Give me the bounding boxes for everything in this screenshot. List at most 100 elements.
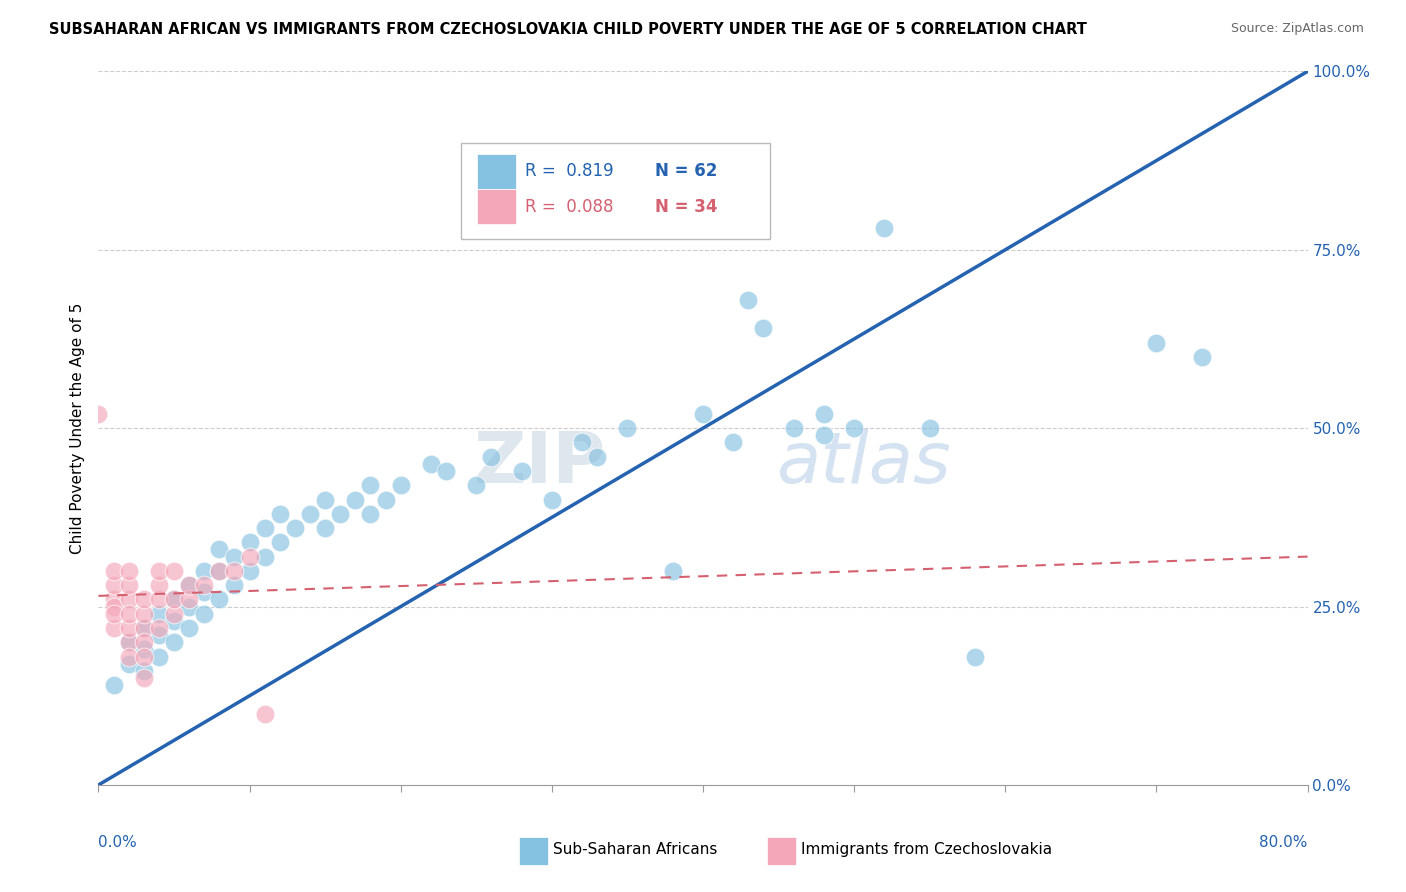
Point — [132, 607, 155, 621]
Point — [360, 507, 382, 521]
Point — [163, 592, 186, 607]
Point — [571, 435, 593, 450]
Point — [239, 564, 262, 578]
Point — [179, 592, 201, 607]
Point — [1144, 335, 1167, 350]
Point — [163, 614, 186, 628]
Point — [132, 671, 155, 685]
Point — [269, 507, 291, 521]
Point — [118, 649, 141, 664]
Point — [299, 507, 322, 521]
FancyBboxPatch shape — [477, 153, 516, 189]
FancyBboxPatch shape — [519, 837, 548, 865]
Point — [269, 535, 291, 549]
Point — [132, 642, 155, 657]
Point — [208, 564, 231, 578]
Point — [148, 628, 170, 642]
Y-axis label: Child Poverty Under the Age of 5: Child Poverty Under the Age of 5 — [69, 302, 84, 554]
Point — [813, 407, 835, 421]
Point — [103, 592, 125, 607]
Point — [148, 649, 170, 664]
Point — [103, 678, 125, 692]
Point — [132, 621, 155, 635]
Point — [118, 657, 141, 671]
Point — [253, 549, 276, 564]
Text: N = 62: N = 62 — [655, 162, 717, 180]
Point — [132, 664, 155, 678]
Text: ZIP: ZIP — [474, 429, 606, 499]
Point — [224, 549, 246, 564]
Point — [208, 564, 231, 578]
Text: Sub-Saharan Africans: Sub-Saharan Africans — [553, 842, 717, 856]
Point — [918, 421, 941, 435]
Point — [208, 542, 231, 557]
Point — [118, 635, 141, 649]
Point — [103, 564, 125, 578]
Point — [193, 578, 215, 592]
Point — [1191, 350, 1213, 364]
Point — [434, 464, 457, 478]
Point — [481, 450, 503, 464]
FancyBboxPatch shape — [477, 189, 516, 225]
Point — [193, 585, 215, 599]
Point — [103, 578, 125, 592]
Point — [148, 592, 170, 607]
Text: N = 34: N = 34 — [655, 198, 717, 216]
Point — [389, 478, 412, 492]
Point — [737, 293, 759, 307]
Point — [465, 478, 488, 492]
Point — [193, 564, 215, 578]
Point — [163, 635, 186, 649]
Point — [783, 421, 806, 435]
Point — [616, 421, 638, 435]
Point — [360, 478, 382, 492]
Point — [239, 549, 262, 564]
Point — [118, 635, 141, 649]
Point — [132, 621, 155, 635]
Point — [965, 649, 987, 664]
Text: R =  0.088: R = 0.088 — [526, 198, 614, 216]
Point — [148, 607, 170, 621]
Point — [420, 457, 443, 471]
Point — [118, 564, 141, 578]
Point — [723, 435, 745, 450]
Point — [540, 492, 562, 507]
Point — [179, 578, 201, 592]
Point — [118, 607, 141, 621]
Point — [132, 649, 155, 664]
Point — [314, 521, 336, 535]
Text: 80.0%: 80.0% — [1260, 835, 1308, 850]
Point — [179, 599, 201, 614]
Point — [118, 621, 141, 635]
Point — [510, 464, 533, 478]
Point — [752, 321, 775, 335]
Point — [118, 578, 141, 592]
Point — [87, 407, 110, 421]
Point — [208, 592, 231, 607]
Text: Source: ZipAtlas.com: Source: ZipAtlas.com — [1230, 22, 1364, 36]
Text: Immigrants from Czechoslovakia: Immigrants from Czechoslovakia — [801, 842, 1052, 856]
Point — [148, 578, 170, 592]
Point — [103, 599, 125, 614]
Point — [132, 592, 155, 607]
Text: R =  0.819: R = 0.819 — [526, 162, 614, 180]
Point — [148, 621, 170, 635]
Point — [118, 592, 141, 607]
Point — [148, 564, 170, 578]
Point — [103, 621, 125, 635]
Point — [224, 578, 246, 592]
Text: atlas: atlas — [776, 429, 950, 499]
Point — [179, 621, 201, 635]
Point — [314, 492, 336, 507]
FancyBboxPatch shape — [768, 837, 796, 865]
Point — [661, 564, 683, 578]
Point — [692, 407, 714, 421]
Point — [179, 578, 201, 592]
Text: SUBSAHARAN AFRICAN VS IMMIGRANTS FROM CZECHOSLOVAKIA CHILD POVERTY UNDER THE AGE: SUBSAHARAN AFRICAN VS IMMIGRANTS FROM CZ… — [49, 22, 1087, 37]
Point — [163, 607, 186, 621]
Point — [132, 635, 155, 649]
Point — [103, 607, 125, 621]
Point — [374, 492, 396, 507]
Point — [873, 221, 896, 235]
Point — [163, 564, 186, 578]
